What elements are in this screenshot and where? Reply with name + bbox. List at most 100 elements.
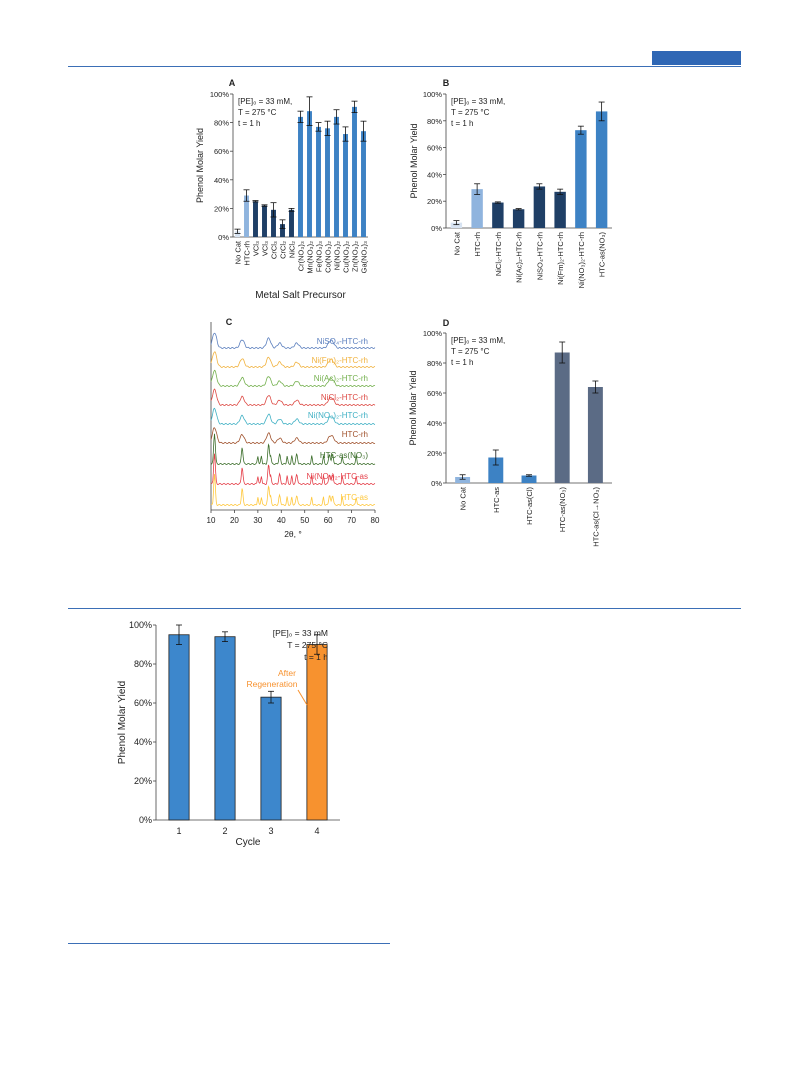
chart-b-title: B [443, 78, 450, 88]
chart-c-x-tick-label: 70 [347, 516, 356, 525]
chart-d-y-axis-label: Phenol Molar Yield [408, 370, 418, 445]
chart-b-y-tick-label: 100% [423, 90, 443, 99]
chart-e-callout-line1: After [278, 668, 296, 678]
chart-c-series-label: HTC-as [340, 493, 368, 502]
chart-c-pattern-line [210, 427, 376, 445]
chart-e-y-tick-label: 100% [129, 620, 152, 630]
chart-b-category-label: Ni(Ac)₂-HTC-rh [515, 232, 524, 283]
chart-d-category-label: HTC-as [492, 487, 501, 513]
chart-b-bar [512, 209, 525, 228]
chart-c-title: C [226, 317, 233, 327]
chart-a-category-label: Fe(NO₃)₃ [315, 241, 324, 272]
chart-a-category-label: Cu(NO₃)₂ [342, 241, 351, 273]
chart-a-y-axis-label: Phenol Molar Yield [195, 128, 205, 203]
chart-c-pattern-line [210, 407, 376, 426]
chart-e-bar [306, 644, 328, 821]
chart-a-category-label: Cr(NO₃)₃ [297, 241, 306, 271]
chart-d-annotation: t = 1 h [451, 358, 473, 367]
chart-c-pattern-line [210, 473, 376, 507]
chart-c-pattern-line [210, 332, 376, 350]
chart-b-bar [492, 202, 504, 228]
chart-b-annotation: T = 275 °C [451, 108, 490, 117]
chart-a-bar [298, 116, 303, 237]
chart-c-series-label: NiCl₂-HTC-rh [321, 393, 368, 402]
chart-c-series-label: Ni(NO₃)₂-HTC-rh [308, 411, 368, 420]
chart-d-y-tick-label: 40% [427, 419, 442, 428]
footer-rule [68, 943, 390, 944]
chart-d-bar [455, 477, 471, 483]
chart-a-category-label: No Cat [234, 240, 243, 264]
chart-d-annotation: [PE]₀ = 33 mM, [451, 336, 505, 345]
chart-a-bar [262, 205, 267, 237]
chart-b-bar [450, 222, 463, 228]
chart-d-bar [521, 475, 537, 483]
chart-d-y-tick-label: 100% [423, 329, 443, 338]
chart-b-category-label: HTC-as(NO₃) [598, 232, 607, 278]
header-rule [68, 66, 741, 67]
chart-b-category-label: Ni(Fm)₂-HTC-rh [556, 232, 565, 285]
chart-a-category-label: Ga(NO₃)₃ [360, 241, 369, 273]
chart-e-y-axis-label: Phenol Molar Yield [117, 681, 128, 764]
chart-a-annotation: T = 275 °C [238, 108, 277, 117]
chart-a-bar [316, 126, 321, 237]
chart-a-bar [334, 116, 339, 237]
chart-a-y-tick-label: 80% [214, 119, 229, 128]
chart-a-title: A [229, 78, 236, 88]
chart-a-category-label: Co(NO₃)₂ [324, 241, 333, 273]
chart-c-series-label: Ni(NO₃)₂-HTC-as [307, 472, 368, 481]
chart-d-bar [587, 387, 603, 483]
chart-b-y-tick-label: 40% [427, 170, 442, 179]
chart-e-y-tick-label: 0% [139, 815, 152, 825]
chart-b-annotation: t = 1 h [451, 119, 473, 128]
chart-b-category-label: Ni(NO₃)₂-HTC-rh [577, 232, 586, 288]
chart-d-y-tick-label: 20% [427, 449, 442, 458]
chart-e-y-tick-label: 60% [134, 698, 152, 708]
chart-a-category-label: CrCl₃ [270, 241, 279, 259]
chart-a-category-label: CrCl₂ [279, 241, 288, 259]
chart-c-pattern-line [210, 388, 376, 407]
chart-e-category-label: 3 [268, 826, 273, 836]
section-rule [68, 608, 741, 609]
chart-d-category-label: HTC-as(Cl→NO₃) [591, 487, 600, 547]
chart-a-bar [253, 201, 258, 237]
chart-b-category-label: No Cat [452, 231, 461, 255]
chart-a-category-label: Mn(NO₃)₂ [306, 241, 315, 274]
chart-c-x-tick-label: 80 [371, 516, 380, 525]
chart-e-annotation: t = 1 h [304, 652, 328, 662]
chart-a-annotation: t = 1 h [238, 119, 260, 128]
chart-b-bar [595, 111, 608, 228]
chart-d-category-label: HTC-as(NO₃) [558, 487, 567, 533]
chart-a-bar [361, 131, 366, 237]
chart-a-bar [271, 209, 276, 237]
chart-c-pattern-line [210, 351, 376, 369]
chart-e-category-label: 1 [176, 826, 181, 836]
chart-b-bar [471, 189, 483, 228]
chart-c-series-label: HTC-rh [342, 430, 368, 439]
header-tab [652, 51, 741, 65]
chart-a-category-label: HTC-rh [243, 241, 252, 266]
chart-a-x-axis-label: Metal Salt Precursor [255, 290, 346, 301]
chart-e-callout-line2: Regeneration [246, 679, 297, 689]
chart-c-x-axis-label: 2θ, ° [284, 529, 302, 539]
chart-a-category-label: VCl₃ [261, 241, 270, 256]
chart-b-y-tick-label: 0% [431, 224, 442, 233]
chart-e-x-axis-label: Cycle [235, 837, 260, 848]
chart-c-series-label: Ni(Fm)₂-HTC-rh [312, 356, 368, 365]
chart-b-category-label: HTC-rh [473, 232, 482, 257]
chart-b-y-axis-label: Phenol Molar Yield [409, 123, 419, 198]
chart-b-category-label: NiCl₂-HTC-rh [494, 232, 503, 276]
chart-a-category-label: Ni(NO₃)₂ [333, 241, 342, 270]
chart-d-bar [554, 352, 570, 483]
chart-a-bar [325, 128, 330, 237]
chart-a-y-tick-label: 0% [218, 233, 229, 242]
chart-c-series-label: HTC-as(NO₃) [320, 451, 368, 460]
chart-b-bar [554, 191, 566, 228]
chart-b-y-tick-label: 20% [427, 197, 442, 206]
chart-a-category-label: Zn(NO₃)₂ [351, 241, 360, 272]
chart-a-y-tick-label: 40% [214, 176, 229, 185]
chart-a-bar [352, 106, 357, 238]
chart-e-bar [260, 696, 282, 821]
chart-c-series-label: Ni(Ac)₂-HTC-rh [314, 374, 368, 383]
chart-b-y-tick-label: 60% [427, 144, 442, 153]
